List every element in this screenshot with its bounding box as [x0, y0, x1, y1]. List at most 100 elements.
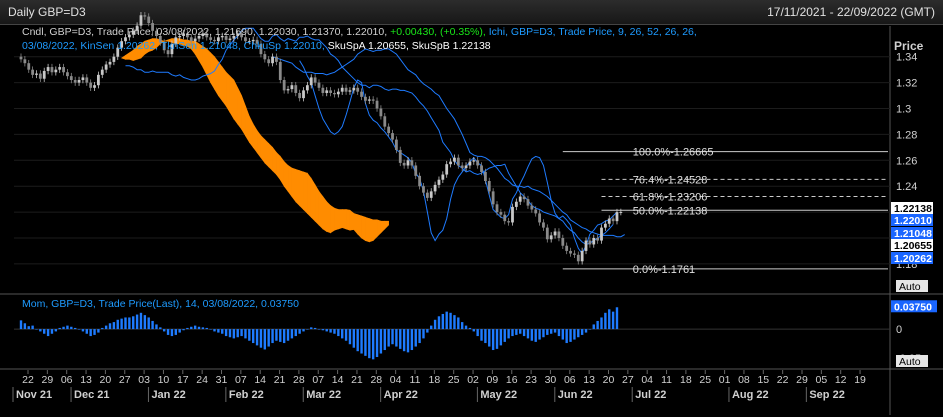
candle-body — [54, 69, 58, 73]
momentum-bar — [387, 329, 390, 347]
momentum-bar — [592, 324, 595, 330]
ichimoku-cloud-segment — [357, 214, 362, 239]
candle-body — [302, 90, 305, 99]
momentum-bar — [433, 319, 437, 330]
momentum-bar — [476, 329, 479, 337]
candle-body — [259, 43, 263, 55]
candle-body — [484, 171, 487, 182]
candle-body — [213, 39, 216, 42]
candle-body — [600, 227, 603, 241]
price-tag-label: 1.22010 — [894, 215, 932, 227]
candle-body — [100, 69, 104, 75]
candle-body — [127, 34, 131, 38]
candle-body — [31, 69, 35, 75]
candle-body — [557, 231, 561, 238]
x-day-label: 07 — [235, 374, 247, 386]
candle-body — [271, 56, 274, 64]
momentum-bar — [240, 329, 243, 337]
candle-body — [425, 192, 429, 198]
candle-body — [35, 73, 38, 75]
candle-body — [201, 33, 205, 36]
x-day-label: 22 — [777, 374, 789, 386]
candle-body — [178, 36, 182, 38]
momentum-bar — [352, 329, 356, 348]
momentum-bar — [81, 329, 85, 332]
candle-body — [472, 160, 476, 162]
momentum-bar — [209, 329, 212, 330]
momentum-bar — [306, 329, 309, 330]
momentum-bar — [124, 317, 127, 330]
momentum-bar — [201, 327, 205, 330]
ichimoku-cloud-segment — [326, 201, 331, 234]
candle-body — [402, 162, 406, 166]
auto-scale-button[interactable] — [896, 280, 928, 292]
momentum-bar — [445, 311, 448, 330]
price-legend-line2: 03/08/2022, KinSen 1.20262, TknSen 1.210… — [22, 40, 491, 52]
price-tag — [891, 214, 933, 226]
momentum-bar — [383, 329, 386, 351]
momentum-bar — [77, 329, 81, 330]
x-day-label: 23 — [525, 374, 537, 386]
momentum-bar — [468, 327, 472, 330]
candle-body — [147, 16, 151, 24]
x-day-label: 10 — [158, 374, 170, 386]
momentum-tick-label: 0 — [896, 324, 902, 336]
candle-body — [313, 77, 317, 83]
momentum-bar — [507, 329, 510, 339]
candle-body — [422, 186, 425, 193]
momentum-bar — [472, 329, 475, 332]
price-tag — [891, 252, 933, 264]
momentum-bar — [375, 329, 379, 358]
momentum-bar — [70, 326, 73, 330]
fib-level-label: 100.0%-1.26665 — [633, 147, 714, 159]
momentum-bar — [371, 329, 375, 360]
momentum-bar — [267, 329, 270, 347]
candle-body — [317, 82, 321, 88]
x-month-label: Jul 22 — [635, 389, 666, 401]
x-day-label: 27 — [119, 374, 131, 386]
fib-level-label: 50.0%-1.22138 — [633, 205, 708, 217]
momentum-bar — [491, 329, 495, 351]
candle-body — [348, 90, 352, 92]
candle-body — [464, 165, 468, 169]
candle-body — [522, 196, 526, 200]
momentum-bar — [453, 315, 456, 330]
momentum-bar — [391, 329, 394, 345]
momentum-bar — [143, 315, 147, 330]
momentum-bar — [406, 329, 410, 353]
candle-body — [247, 41, 251, 43]
price-tag — [891, 239, 933, 251]
momentum-tag-label: 0.03750 — [894, 301, 932, 313]
momentum-bar — [108, 323, 112, 330]
momentum-bar — [356, 329, 359, 352]
ichimoku-cloud-segment — [218, 60, 223, 102]
momentum-bar — [186, 327, 189, 330]
x-day-label: 09 — [487, 374, 499, 386]
ichimoku-cloud-segment — [272, 146, 277, 176]
auto-scale-button[interactable] — [896, 355, 928, 367]
candle-body — [573, 253, 576, 255]
candle-body — [220, 36, 224, 38]
x-day-label: 25 — [448, 374, 460, 386]
momentum-bar — [66, 325, 69, 330]
ichimoku-cloud-segment — [233, 79, 239, 125]
candle-body — [116, 47, 120, 57]
candle-body — [456, 157, 460, 166]
ichimoku-cloud-segment — [260, 134, 266, 164]
candle-body — [468, 161, 472, 166]
momentum-bar — [515, 329, 518, 335]
candle-body — [139, 15, 143, 26]
candle-body — [282, 80, 286, 91]
candle-body — [66, 72, 69, 77]
candle-body — [321, 87, 325, 93]
candle-body — [236, 33, 240, 36]
candle-body — [534, 209, 538, 214]
candle-body — [298, 92, 302, 99]
momentum-bar — [263, 329, 267, 350]
candle-body — [375, 100, 379, 109]
candle-body — [19, 56, 23, 60]
ichimoku-cloud-segment — [264, 138, 269, 168]
candle-body — [565, 245, 569, 251]
